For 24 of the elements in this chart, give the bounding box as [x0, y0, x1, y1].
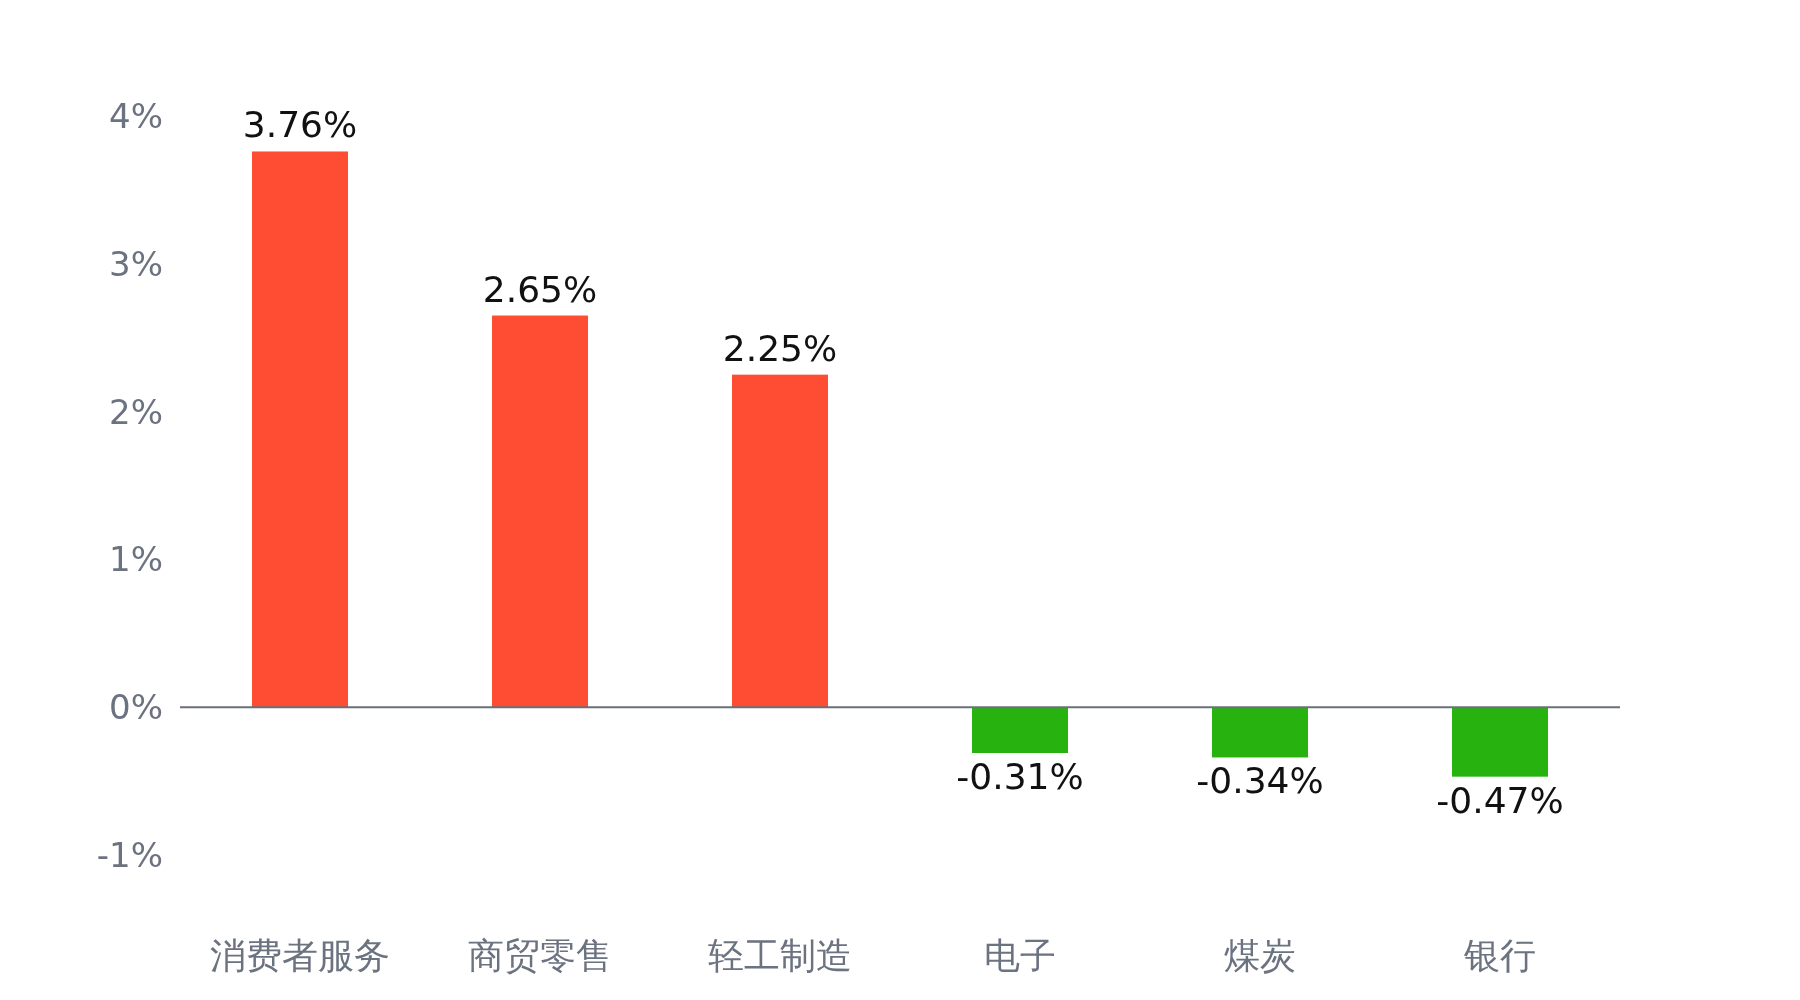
x-tick-label: 银行: [1463, 934, 1536, 976]
bar: [492, 315, 588, 708]
x-tick-label: 电子: [984, 934, 1056, 976]
bar: [1452, 707, 1548, 777]
x-tick-label: 轻工制造: [708, 934, 852, 976]
bar: [972, 707, 1068, 754]
y-tick-label: 2%: [109, 391, 163, 432]
data-label: 3.76%: [242, 104, 358, 146]
data-label: -0.34%: [1196, 760, 1324, 802]
bar: [252, 151, 348, 708]
y-tick-label: 4%: [109, 96, 163, 136]
y-tick-label: 3%: [109, 243, 163, 284]
data-label: -0.31%: [956, 756, 1084, 798]
y-tick-label: -1%: [96, 835, 163, 875]
y-tick-label: 0%: [109, 687, 163, 728]
bar: [1212, 707, 1308, 758]
x-tick-label: 消费者服务: [210, 934, 390, 976]
data-label: -0.47%: [1436, 779, 1564, 821]
data-label: 2.25%: [722, 327, 838, 369]
data-label: 2.65%: [482, 268, 598, 310]
bar: [732, 374, 828, 708]
x-tick-label: 商贸零售: [468, 934, 612, 976]
y-tick-label: 1%: [109, 539, 163, 580]
x-tick-label: 煤炭: [1224, 934, 1296, 976]
